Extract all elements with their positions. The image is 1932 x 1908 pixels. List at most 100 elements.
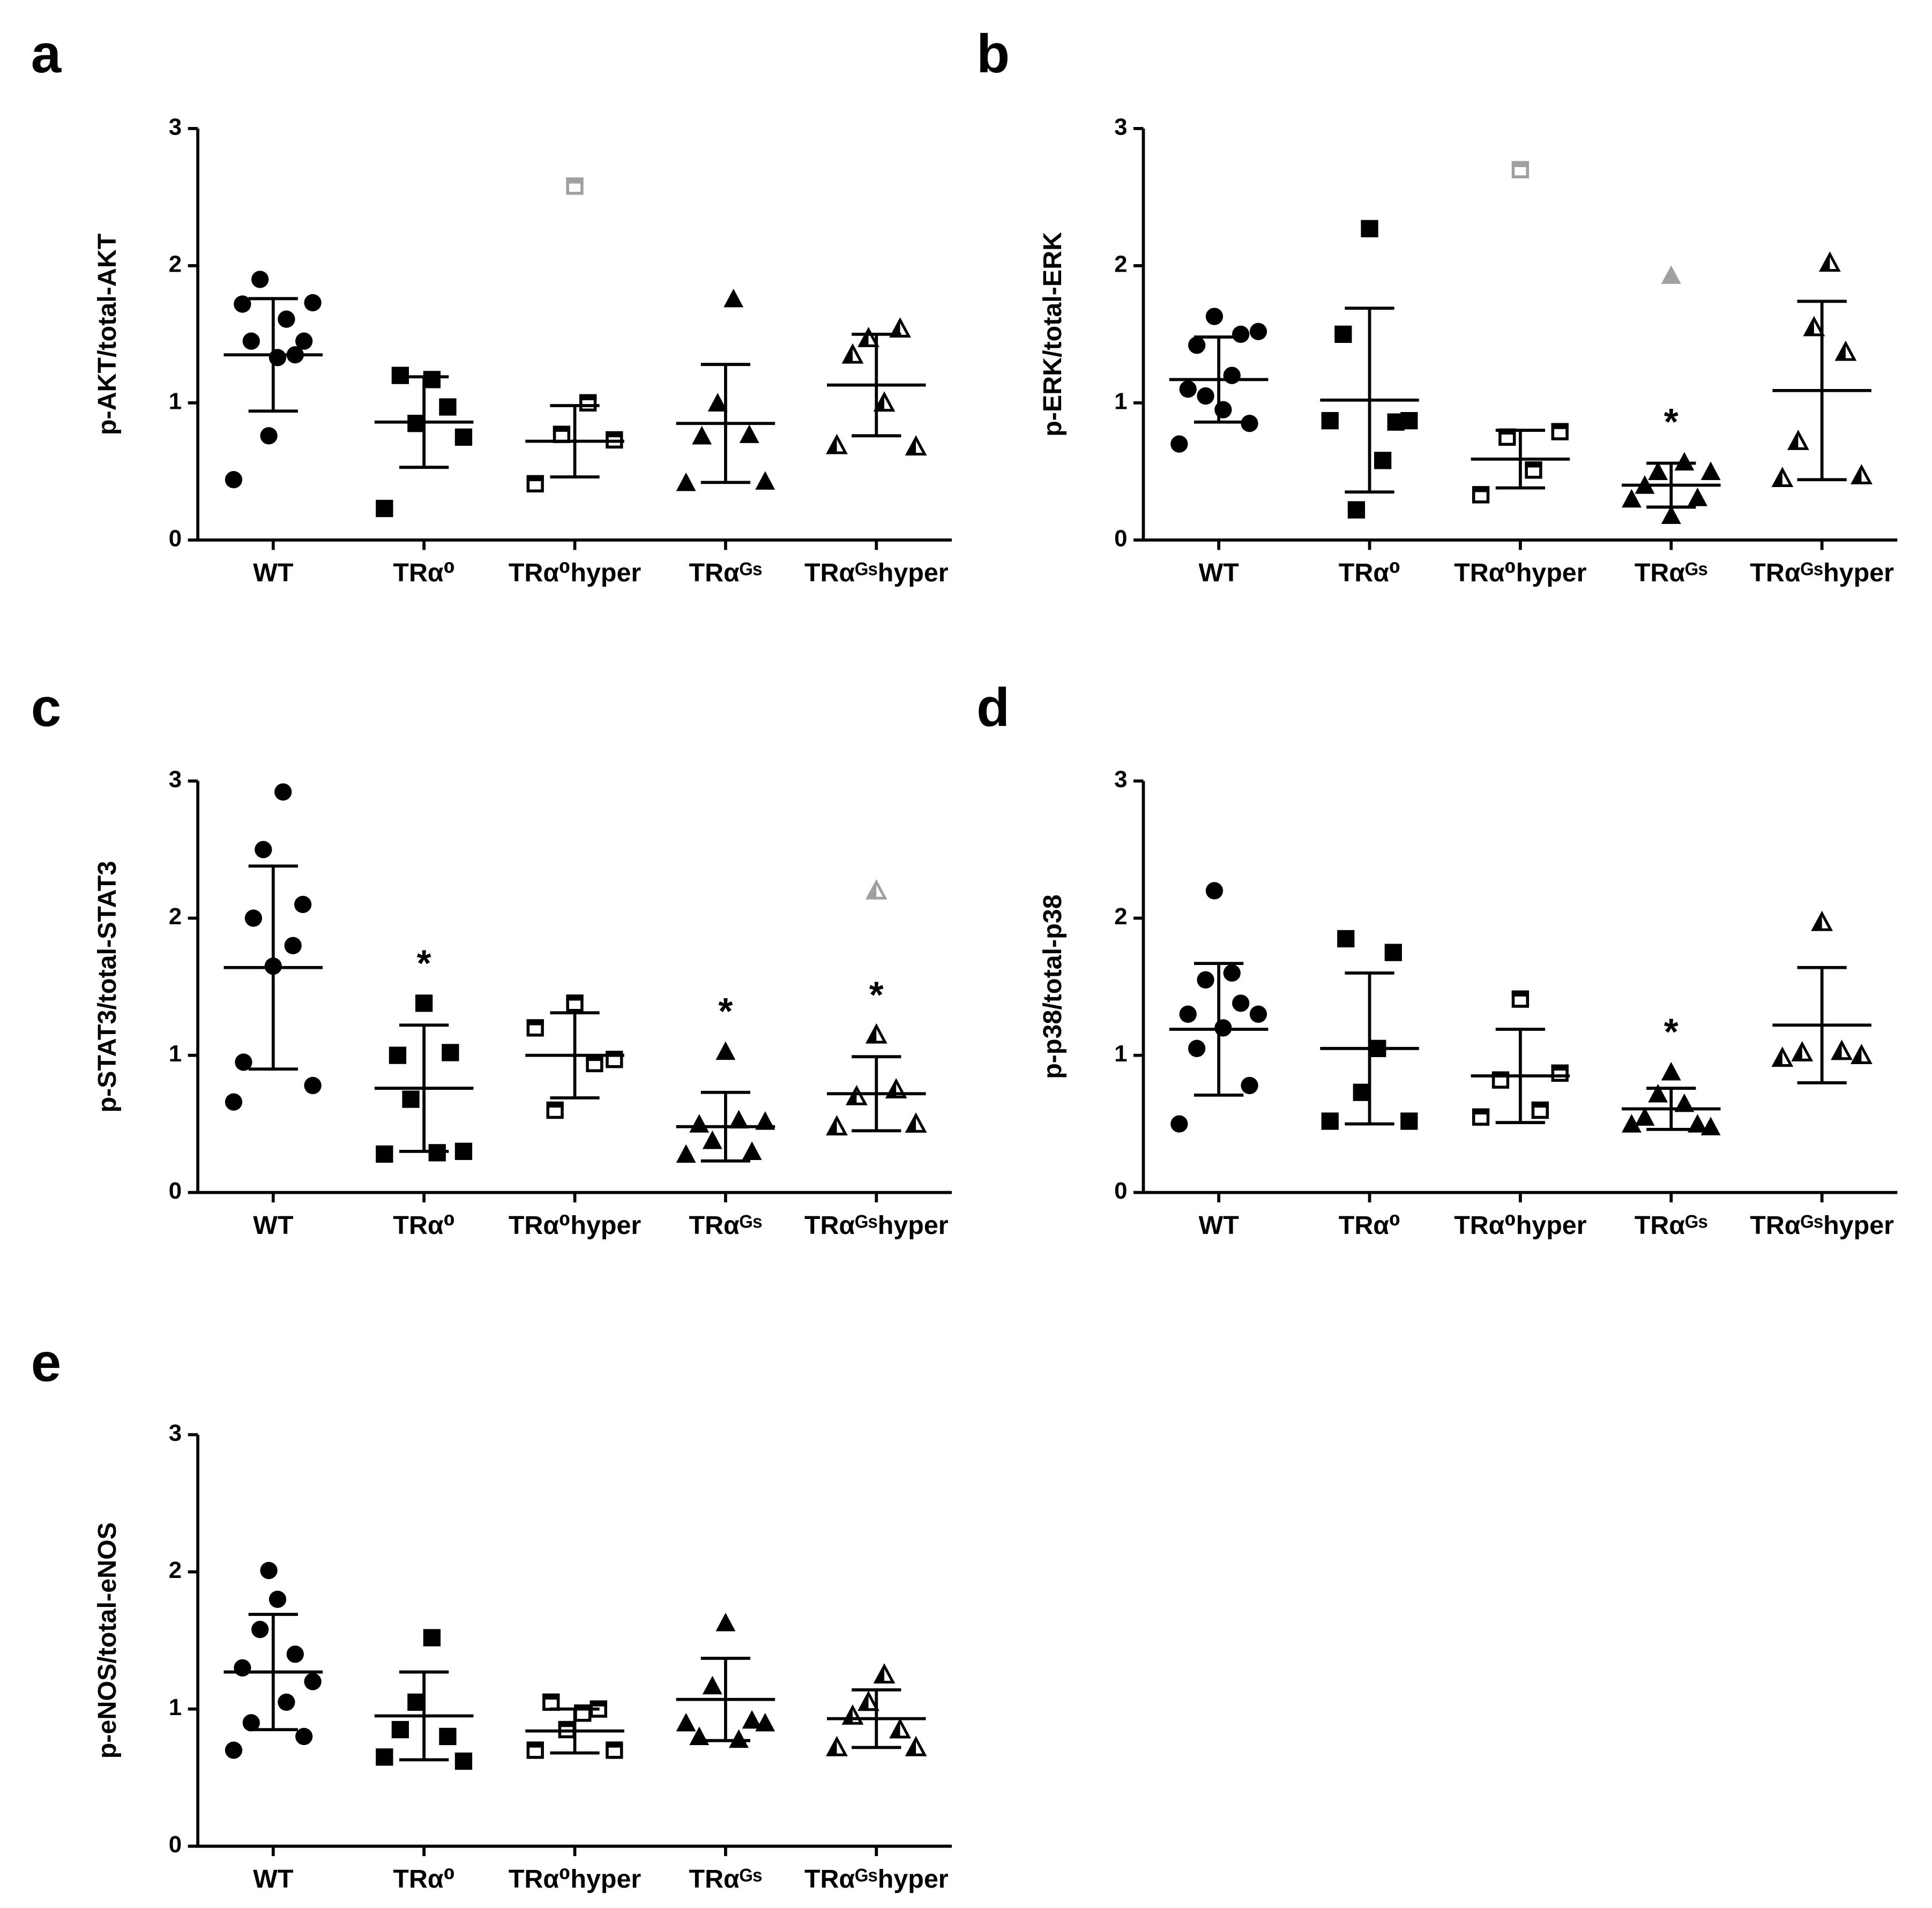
data-point [1648,461,1668,481]
panel-label: b [976,23,1010,84]
point-triangle-fill [907,1115,916,1132]
data-point [1819,251,1841,272]
point-triangle [1674,452,1695,471]
panel-label: e [31,1332,61,1393]
data-point [1214,401,1232,418]
data-point [1205,308,1224,325]
data-point [251,1621,269,1638]
point-circle [1197,387,1214,405]
point-triangle-fill [828,1118,837,1134]
panel-label: c [31,677,61,738]
x-tick-label: TRαᴳˢhyper [804,558,949,587]
y-axis-label: p-STAT3/total-STAT3 [93,861,122,1113]
x-tick-label: TRα⁰ [393,1865,455,1894]
y-tick-label: 2 [169,903,182,930]
point-circle [242,1714,260,1732]
data-point [1353,1083,1370,1101]
data-point [857,327,879,347]
point-square [423,1629,441,1647]
data-point [676,1712,696,1732]
point-circle [234,1659,251,1677]
point-square [1384,944,1402,961]
data-point [442,1044,459,1061]
point-triangle [692,425,712,445]
data-point [702,1675,722,1695]
data-point [1803,316,1825,336]
data-point [304,1673,322,1690]
data-point [1511,990,1530,1008]
point-triangle [1661,505,1681,524]
data-point [423,1629,441,1647]
y-tick-label: 3 [169,114,182,140]
data-point [1384,944,1402,961]
data-point [1771,1046,1794,1067]
data-point [423,371,441,388]
point-square [407,1693,425,1711]
point-circle [1223,366,1241,384]
data-point [260,1561,278,1580]
point-triangle [715,1612,736,1632]
data-point [304,1076,322,1095]
point-triangle [676,472,696,491]
point-triangle [1635,1107,1655,1126]
point-circle [225,1093,243,1111]
point-circle [1179,380,1197,398]
point-triangle-fill [1853,1046,1862,1063]
data-point [865,1023,887,1044]
data-point [1249,1005,1267,1023]
point-square [376,499,393,518]
point-square-fill [542,1693,560,1700]
point-circle [260,427,278,445]
point-circle [1241,415,1258,432]
point-triangle [676,1712,696,1732]
point-square [1321,412,1339,430]
point-triangle [715,1041,736,1060]
point-square-fill [566,177,584,184]
point-circle [225,1741,243,1759]
point-circle [260,1561,278,1580]
data-point [1347,501,1366,519]
point-triangle [1622,1114,1642,1133]
point-triangle-fill [848,1088,857,1104]
data-point [225,1741,243,1759]
point-square-fill [566,994,584,1001]
point-square [1337,930,1355,948]
point-square-fill [1551,1064,1569,1071]
data-point [389,1046,407,1064]
data-point [676,472,696,491]
y-axis-label: p-AKT/total-AKT [93,233,122,435]
point-circle [304,1673,322,1690]
data-point [268,349,287,366]
point-circle [1197,971,1214,989]
x-tick-label: TRα⁰hyper [1454,558,1587,587]
data-point [1188,1039,1206,1057]
data-point [526,1019,544,1037]
data-point [1700,1117,1721,1135]
point-triangle [702,1675,722,1695]
data-point [702,1130,722,1149]
data-point [1170,435,1188,453]
data-point [889,317,911,338]
point-triangle-fill [828,437,837,453]
point-triangle-fill [891,320,900,336]
y-tick-label: 2 [1114,251,1127,277]
data-point [579,394,597,412]
point-circle [1249,1005,1267,1023]
data-point [260,427,278,445]
point-triangle-fill [844,346,853,363]
point-triangle [742,1710,762,1729]
data-point [376,1145,393,1163]
data-point [546,1101,564,1119]
x-tick-label: WT [253,558,294,587]
x-tick-label: WT [1199,1211,1240,1240]
point-triangle [1700,461,1721,481]
data-point [742,1141,762,1160]
data-point [1831,1039,1853,1060]
point-circle [1241,1076,1258,1095]
data-point [689,1114,710,1133]
point-circle [242,332,260,350]
point-triangle-fill [1853,467,1862,483]
point-triangle [676,1144,696,1163]
data-point [676,1144,696,1163]
point-triangle-fill [1773,1049,1782,1066]
